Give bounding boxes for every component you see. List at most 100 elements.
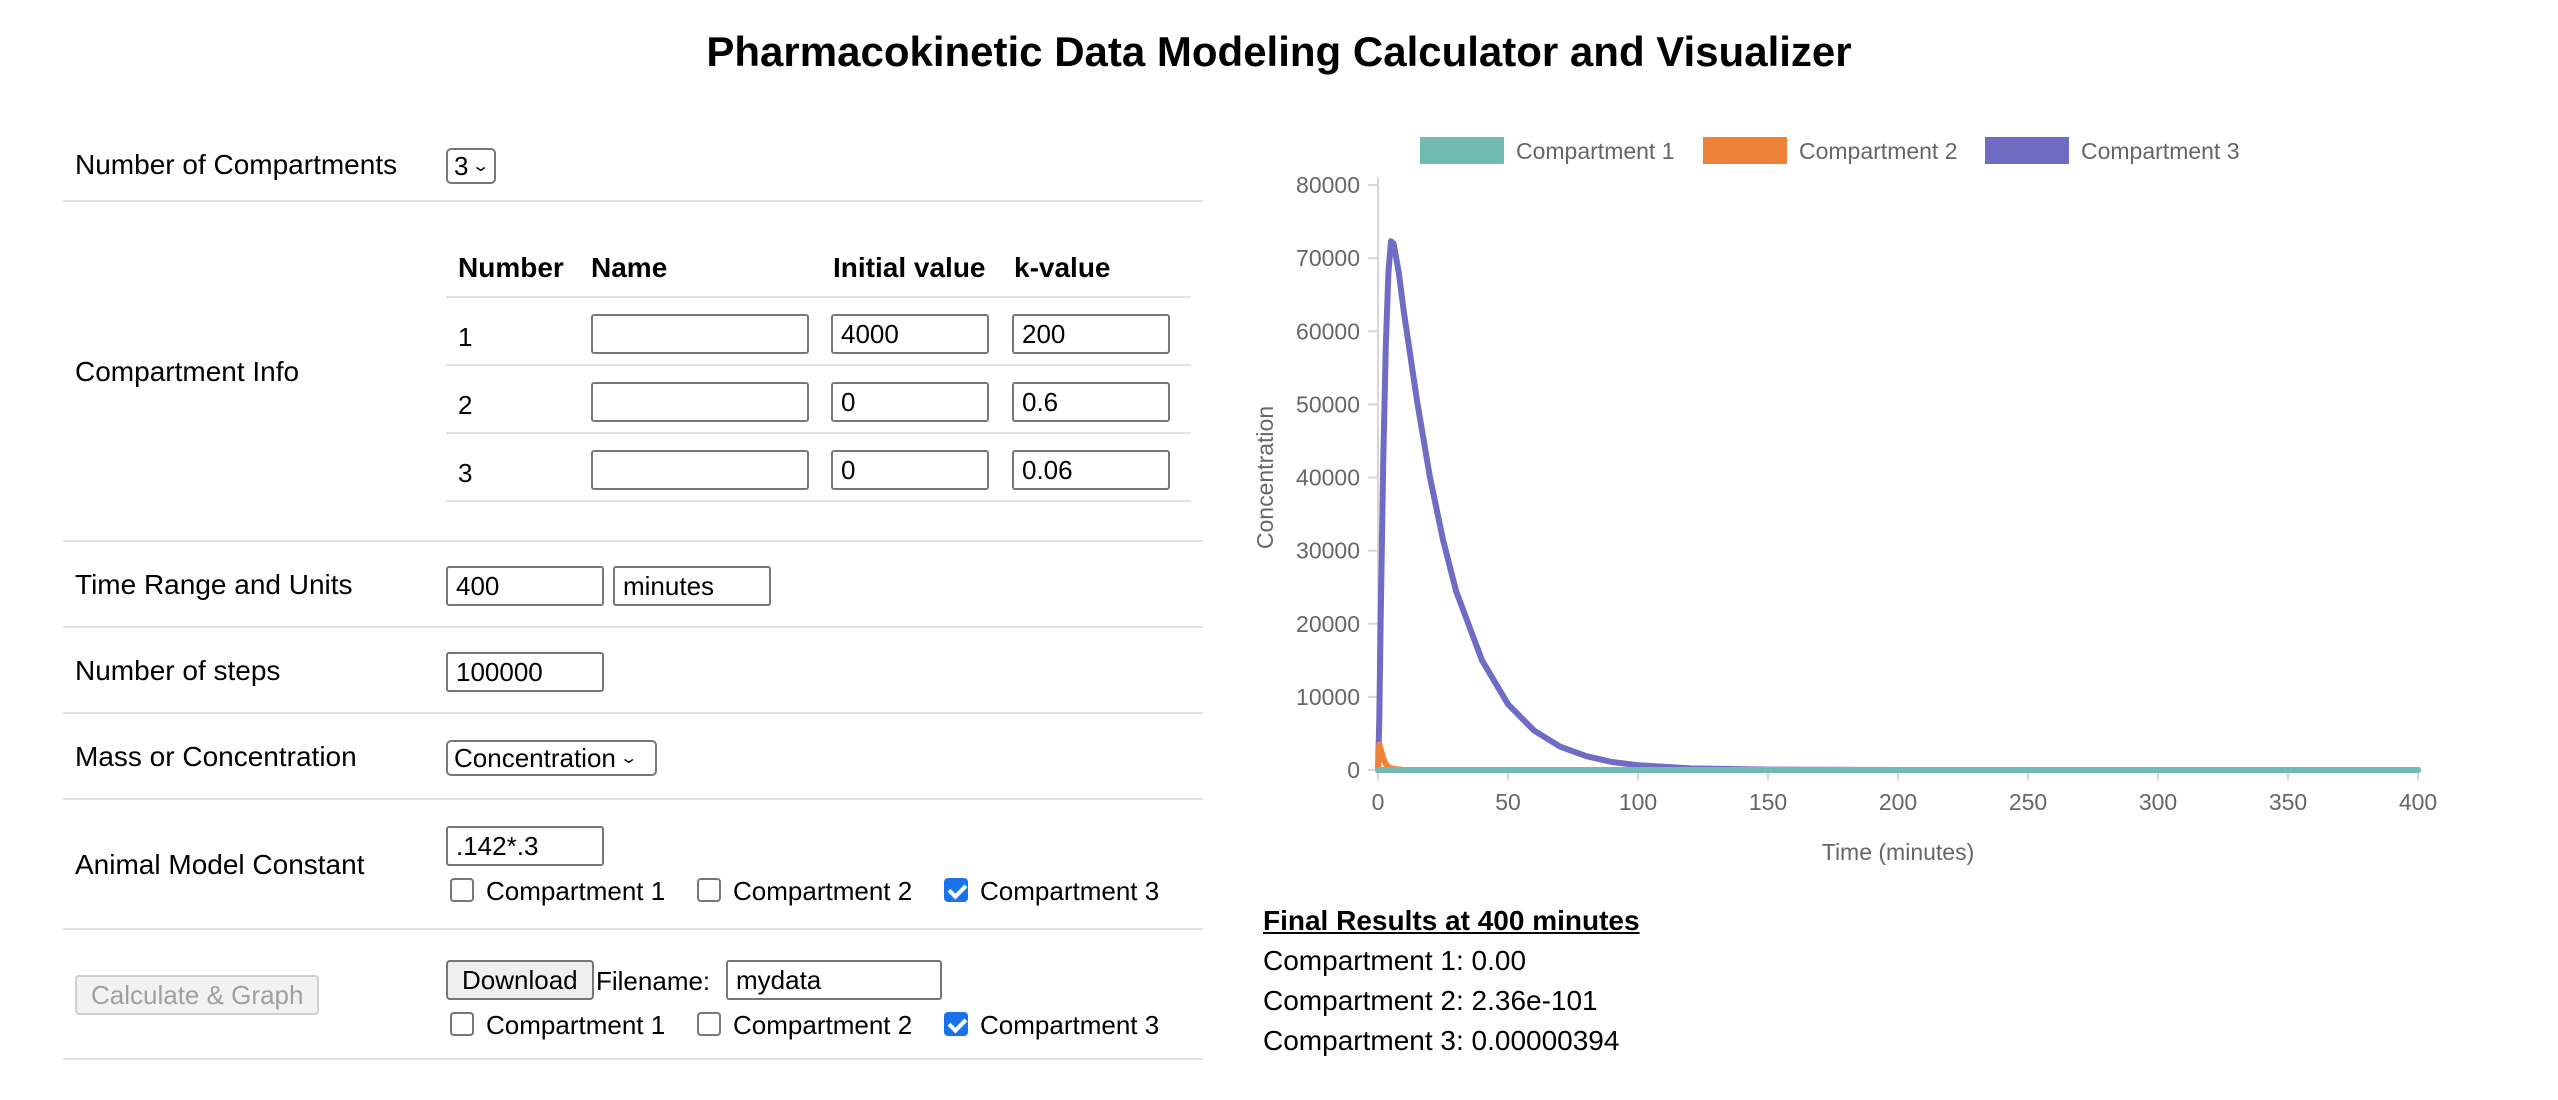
legend-label: Compartment 1 [1516,138,1675,164]
table-divider [446,500,1191,502]
animal-check-3[interactable] [944,878,968,902]
compartments-select[interactable]: 3 ⌄ [446,148,496,184]
results-title: Final Results at 400 minutes [1263,905,1640,936]
time-range-label: Time Range and Units [63,544,439,628]
col-header-initial: Initial value [833,252,986,283]
chevron-down-icon: ⌄ [619,750,638,767]
table-divider [446,364,1191,366]
calculate-graph-button[interactable]: Calculate & Graph [75,975,320,1015]
x-tick-label: 100 [1619,789,1657,815]
x-tick-label: 0 [1372,789,1385,815]
compartment-3-initial-input[interactable] [831,450,989,490]
compartment-1-k-input[interactable] [1012,314,1170,354]
time-units-input[interactable] [613,566,771,606]
compartment-info-control: Number Name Initial value k-value 1 2 3 [436,204,1203,542]
legend-label: Compartment 3 [2081,138,2240,164]
compartment-3-name-input[interactable] [591,450,809,490]
time-range-control [436,544,1203,628]
x-tick-label: 300 [2139,789,2177,815]
steps-control [436,630,1203,714]
animal-check-3-label: Compartment 3 [980,876,1160,906]
page-title: Pharmacokinetic Data Modeling Calculator… [706,28,1852,75]
download-check-3[interactable] [944,1012,968,1036]
y-tick-label: 70000 [1296,245,1360,271]
compartment-1-initial-input[interactable] [831,314,989,354]
mass-select-value: Concentration [454,742,616,773]
filename-input[interactable] [726,960,942,1000]
compartment-2-name-input[interactable] [591,382,809,422]
compartments-control: 3 ⌄ [436,130,1203,202]
y-tick-label: 80000 [1296,172,1360,198]
col-header-number: Number [458,252,564,283]
mass-label: Mass or Concentration [63,716,439,800]
legend-swatch [1703,137,1787,164]
steps-label: Number of steps [63,630,439,714]
series-line-compartment-3 [1375,238,2421,773]
download-control: Download Filename: Compartment 1 Compart… [436,932,1203,1060]
x-tick-label: 150 [1749,789,1787,815]
x-tick-label: 400 [2399,789,2437,815]
time-range-row: Time Range and Units [63,544,1203,628]
table-divider [446,296,1191,298]
x-tick-label: 350 [2269,789,2307,815]
x-axis-label: Time (minutes) [1822,839,1975,865]
mass-row: Mass or Concentration Concentration ⌄ [63,716,1203,800]
animal-control: Compartment 1 Compartment 2 Compartment … [436,802,1203,930]
concentration-chart: 0 10000 20000 30000 40000 50000 60000 70000 8000… [1240,125,2550,865]
compartment-2-initial-input[interactable] [831,382,989,422]
animal-check-1[interactable] [450,878,474,902]
x-tick-label: 200 [1879,789,1917,815]
y-tick-label: 60000 [1296,318,1360,344]
final-results: Final Results at 400 minutes Compartment… [1263,905,1640,1065]
table-divider [446,432,1191,434]
compartment-info-label: Compartment Info [63,204,439,542]
compartment-3-k-input[interactable] [1012,450,1170,490]
result-line: Compartment 3: 0.00000394 [1263,1025,1620,1056]
y-tick-label: 40000 [1296,465,1360,491]
animal-constant-input[interactable] [446,826,604,866]
y-tick-label: 30000 [1296,538,1360,564]
col-header-k: k-value [1014,252,1111,283]
download-button[interactable]: Download [446,960,594,1000]
y-axis-label: Concentration [1252,406,1278,549]
legend-label: Compartment 2 [1799,138,1958,164]
steps-row: Number of steps [63,630,1203,714]
steps-input[interactable] [446,652,604,692]
chart-svg: 0 10000 20000 30000 40000 50000 60000 70000 8000… [1252,137,2437,865]
compartment-2-k-input[interactable] [1012,382,1170,422]
chevron-down-icon: ⌄ [471,158,491,175]
table-row-number: 1 [458,322,473,352]
animal-check-1-label: Compartment 1 [486,876,666,906]
table-row-number: 3 [458,458,473,488]
x-tick-label: 250 [2009,789,2047,815]
animal-check-2-label: Compartment 2 [733,876,913,906]
download-check-3-label: Compartment 3 [980,1010,1160,1040]
series-line-compartment-2 [1375,741,2421,773]
y-tick-label: 0 [1347,757,1360,783]
animal-check-2[interactable] [697,878,721,902]
mass-control: Concentration ⌄ [436,716,1203,800]
download-row: Calculate & Graph Download Filename: Com… [63,932,1203,1060]
download-check-2[interactable] [697,1012,721,1036]
legend-swatch [1985,137,2069,164]
y-tick-label: 20000 [1296,611,1360,637]
result-line: Compartment 1: 0.00 [1263,945,1527,976]
compartment-info-row: Compartment Info Number Name Initial val… [63,204,1203,542]
download-check-1-label: Compartment 1 [486,1010,666,1040]
compartments-row: Number of Compartments 3 ⌄ [63,130,1203,202]
filename-label: Filename: [596,966,711,996]
time-range-input[interactable] [446,566,604,606]
animal-row: Animal Model Constant Compartment 1 Comp… [63,802,1203,930]
y-tick-label: 50000 [1296,391,1360,417]
result-line: Compartment 2: 2.36e-101 [1263,985,1598,1016]
calc-cell: Calculate & Graph [63,932,439,1060]
col-header-name: Name [591,252,668,283]
download-check-2-label: Compartment 2 [733,1010,913,1040]
mass-select[interactable]: Concentration ⌄ [446,740,657,776]
download-check-1[interactable] [450,1012,474,1036]
legend-swatch [1420,137,1504,164]
y-tick-label: 10000 [1296,684,1360,710]
compartment-1-name-input[interactable] [591,314,809,354]
animal-label: Animal Model Constant [63,802,439,930]
compartments-select-value: 3 [454,150,469,181]
